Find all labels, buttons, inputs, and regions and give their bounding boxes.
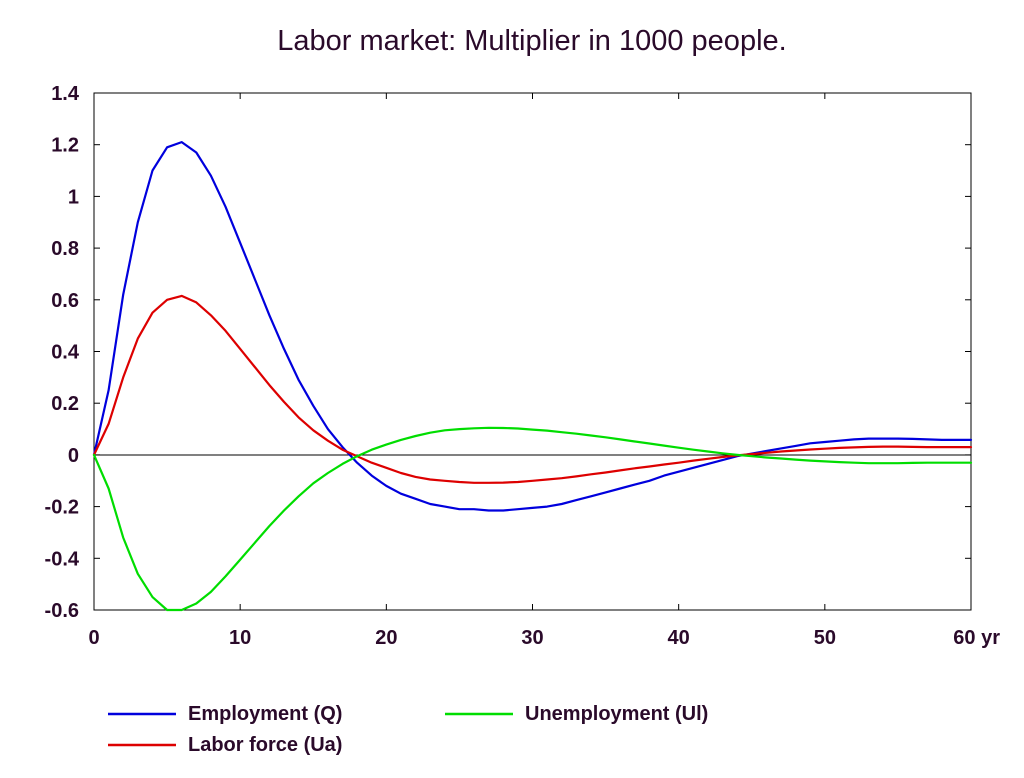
legend-label-2: Labor force (Ua) xyxy=(188,734,342,756)
y-tick-label: 1 xyxy=(68,186,79,208)
x-tick-label: 60 yr xyxy=(953,627,1000,649)
x-tick-label: 10 xyxy=(229,627,251,649)
series-line-2 xyxy=(92,294,973,484)
y-tick-label: 1.2 xyxy=(51,135,79,157)
y-tick-label: -0.4 xyxy=(45,548,80,570)
x-tick-label: 40 xyxy=(668,627,690,649)
x-tick-label: 0 xyxy=(88,627,99,649)
x-tick-label: 20 xyxy=(375,627,397,649)
y-tick-label: 0 xyxy=(68,445,79,467)
x-axis: 0 10 20 30 40 50 60 yr xyxy=(88,93,1000,649)
x-tick-label: 30 xyxy=(521,627,543,649)
series-layer xyxy=(92,141,973,612)
y-axis: 1.4 1.2 1 0.8 0.6 0.4 0.2 0 -0.2 -0.4 -0.6 xyxy=(45,83,971,622)
x-tick-label: 50 xyxy=(814,627,836,649)
y-tick-label: -0.2 xyxy=(45,497,79,519)
y-tick-label: 0.8 xyxy=(51,238,79,260)
series-line-3 xyxy=(92,426,973,612)
legend-label-1: Employment (Q) xyxy=(188,703,342,725)
chart-title: Labor market: Multiplier in 1000 people. xyxy=(277,25,786,57)
y-tick-label: 0.4 xyxy=(51,342,80,364)
legend-label-3: Unemployment (Ul) xyxy=(525,703,708,725)
series-line-1 xyxy=(92,141,973,512)
y-tick-label: -0.6 xyxy=(45,600,79,622)
y-tick-label: 0.6 xyxy=(51,290,79,312)
legend: Employment (Q) Labor force (Ua) Unemployme… xyxy=(108,703,708,756)
y-tick-label: 1.4 xyxy=(51,83,80,105)
plot-frame xyxy=(93,92,972,611)
y-tick-label: 0.2 xyxy=(51,393,79,415)
